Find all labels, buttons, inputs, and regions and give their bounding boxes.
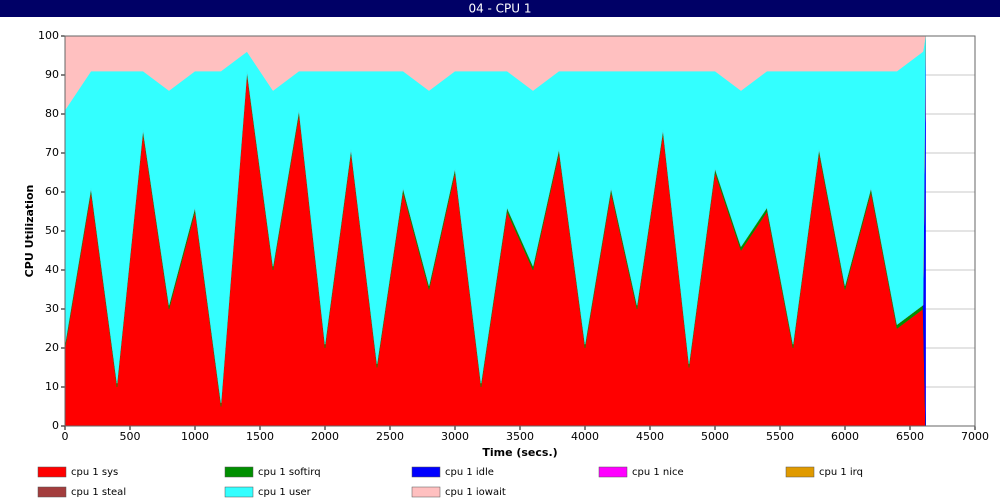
legend-label: cpu 1 steal [71, 487, 126, 498]
legend-swatch [598, 466, 628, 478]
x-tick-label: 5500 [766, 430, 794, 443]
y-tick-label: 50 [45, 224, 59, 237]
legend-swatch [37, 466, 67, 478]
y-tick-label: 30 [45, 302, 59, 315]
x-axis-title: Time (secs.) [482, 446, 557, 459]
y-tick-label: 40 [45, 263, 59, 276]
y-tick-label: 70 [45, 146, 59, 159]
window-title: 04 - CPU 1 [468, 2, 531, 16]
x-tick-label: 3500 [506, 430, 534, 443]
x-tick-label: 6500 [896, 430, 924, 443]
x-tick-label: 1000 [181, 430, 209, 443]
legend-label: cpu 1 sys [71, 467, 118, 478]
y-axis-title: CPU Utilization [23, 185, 36, 278]
y-tick-label: 80 [45, 107, 59, 120]
x-tick-label: 7000 [961, 430, 989, 443]
legend-label: cpu 1 nice [632, 467, 684, 478]
y-tick-label: 10 [45, 380, 59, 393]
x-tick-label: 3000 [441, 430, 469, 443]
legend-swatch [411, 486, 441, 498]
legend-label: cpu 1 irq [819, 467, 863, 478]
legend-swatch [785, 466, 815, 478]
legend-label: cpu 1 idle [445, 467, 494, 478]
x-tick-label: 4500 [636, 430, 664, 443]
y-tick-label: 0 [52, 419, 59, 432]
x-tick-label: 500 [120, 430, 141, 443]
x-tick-label: 5000 [701, 430, 729, 443]
x-tick-label: 2000 [311, 430, 339, 443]
y-tick-label: 100 [38, 29, 59, 42]
legend-swatch [411, 466, 441, 478]
plot-border [64, 35, 976, 427]
x-tick-label: 4000 [571, 430, 599, 443]
title-bar [0, 0, 1000, 17]
y-tick-label: 20 [45, 341, 59, 354]
legend-label: cpu 1 iowait [445, 487, 506, 498]
x-tick-label: 0 [62, 430, 69, 443]
legend-swatch [37, 486, 67, 498]
legend-label: cpu 1 user [258, 487, 312, 498]
legend-label: cpu 1 softirq [258, 467, 321, 478]
legend-swatch [224, 466, 254, 478]
x-tick-label: 1500 [246, 430, 274, 443]
x-tick-label: 6000 [831, 430, 859, 443]
x-tick-label: 2500 [376, 430, 404, 443]
y-tick-label: 60 [45, 185, 59, 198]
y-tick-label: 90 [45, 68, 59, 81]
legend-swatch [224, 486, 254, 498]
